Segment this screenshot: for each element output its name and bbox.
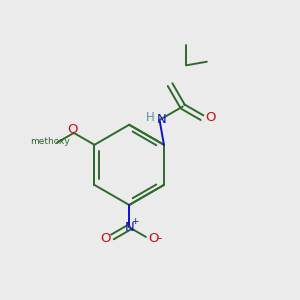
Text: N: N: [124, 221, 134, 234]
Text: O: O: [100, 232, 110, 245]
Text: methoxy: methoxy: [30, 136, 70, 146]
Text: O: O: [205, 111, 216, 124]
Text: H: H: [146, 111, 154, 124]
Text: N: N: [157, 113, 167, 126]
Text: -: -: [157, 232, 161, 245]
Text: +: +: [131, 218, 138, 226]
Text: O: O: [67, 123, 78, 136]
Text: O: O: [148, 232, 159, 245]
